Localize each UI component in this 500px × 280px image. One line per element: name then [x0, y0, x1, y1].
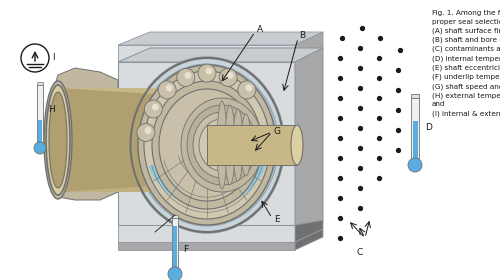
Ellipse shape	[181, 98, 263, 192]
Ellipse shape	[187, 105, 257, 185]
Polygon shape	[295, 220, 323, 242]
Wedge shape	[148, 145, 266, 207]
Text: A: A	[257, 25, 263, 34]
Polygon shape	[38, 120, 42, 142]
Polygon shape	[58, 88, 170, 192]
Ellipse shape	[198, 64, 216, 82]
Ellipse shape	[246, 84, 252, 91]
Ellipse shape	[206, 67, 212, 74]
Wedge shape	[140, 145, 274, 214]
Ellipse shape	[49, 92, 67, 188]
Polygon shape	[37, 85, 43, 142]
Ellipse shape	[138, 67, 276, 223]
Polygon shape	[55, 105, 118, 197]
Ellipse shape	[46, 85, 70, 195]
Polygon shape	[118, 242, 295, 250]
Polygon shape	[55, 150, 118, 200]
Text: Fig. 1. Among the factors in
proper seal selection are:
(A) shaft surface finish: Fig. 1. Among the factors in proper seal…	[432, 10, 500, 117]
Ellipse shape	[193, 112, 251, 178]
Text: B: B	[299, 32, 305, 41]
Polygon shape	[118, 45, 295, 62]
Text: C: C	[357, 248, 363, 257]
Ellipse shape	[130, 57, 284, 233]
Ellipse shape	[226, 72, 234, 79]
Ellipse shape	[238, 81, 256, 99]
Ellipse shape	[219, 68, 237, 87]
Ellipse shape	[152, 104, 159, 111]
Polygon shape	[55, 68, 118, 112]
Text: F: F	[183, 246, 188, 255]
Polygon shape	[412, 121, 418, 158]
Polygon shape	[118, 32, 323, 45]
Text: H: H	[48, 106, 55, 115]
Circle shape	[408, 158, 422, 172]
Polygon shape	[118, 48, 323, 62]
Ellipse shape	[136, 64, 278, 226]
Text: I: I	[52, 53, 54, 62]
Ellipse shape	[138, 65, 276, 225]
Polygon shape	[411, 94, 419, 98]
Text: G: G	[274, 127, 281, 137]
Circle shape	[168, 267, 182, 280]
Ellipse shape	[47, 88, 69, 192]
Ellipse shape	[144, 100, 162, 118]
Ellipse shape	[44, 81, 72, 199]
Ellipse shape	[241, 114, 251, 176]
Ellipse shape	[184, 72, 192, 79]
Polygon shape	[172, 215, 178, 218]
Ellipse shape	[199, 119, 245, 171]
Ellipse shape	[144, 127, 152, 134]
Polygon shape	[172, 218, 178, 268]
Polygon shape	[173, 225, 177, 268]
Polygon shape	[411, 98, 419, 158]
Text: E: E	[274, 216, 280, 225]
Ellipse shape	[152, 81, 262, 209]
Ellipse shape	[233, 109, 243, 181]
Text: D: D	[425, 123, 432, 132]
Polygon shape	[295, 32, 323, 62]
Polygon shape	[118, 225, 295, 242]
Ellipse shape	[217, 101, 227, 189]
Ellipse shape	[166, 84, 172, 91]
Ellipse shape	[137, 123, 155, 141]
Polygon shape	[37, 82, 43, 85]
Polygon shape	[295, 229, 323, 250]
Ellipse shape	[225, 105, 235, 185]
Ellipse shape	[177, 68, 195, 87]
Polygon shape	[58, 135, 170, 192]
Ellipse shape	[144, 71, 270, 219]
Circle shape	[34, 142, 46, 154]
Polygon shape	[118, 62, 295, 225]
Ellipse shape	[291, 125, 303, 165]
Polygon shape	[295, 48, 323, 225]
Ellipse shape	[158, 81, 176, 99]
Polygon shape	[207, 125, 297, 165]
Ellipse shape	[159, 88, 181, 192]
Polygon shape	[58, 88, 170, 192]
Ellipse shape	[159, 89, 255, 201]
